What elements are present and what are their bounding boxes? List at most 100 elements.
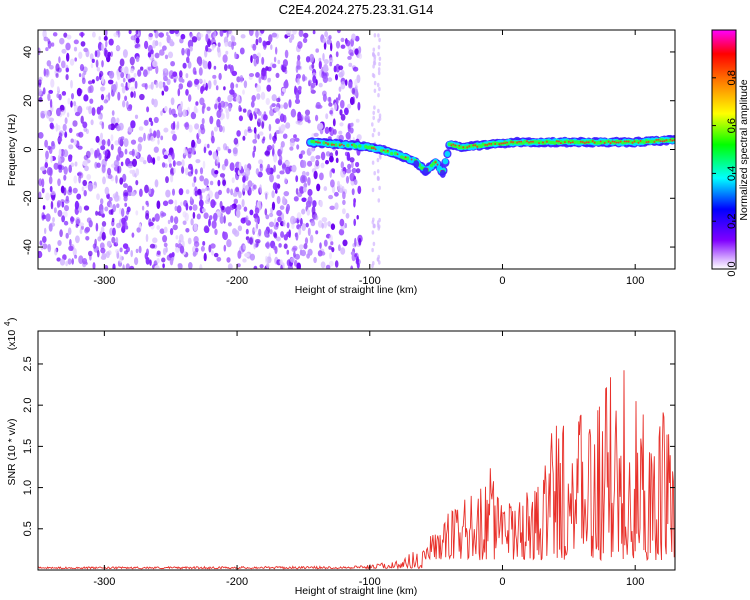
heatmap-noise-cell bbox=[276, 210, 282, 217]
snr-y-tick-label: 2.5 bbox=[22, 356, 34, 371]
heatmap-noise-cell bbox=[278, 243, 282, 248]
heatmap-noise-cell bbox=[332, 118, 336, 127]
heatmap-noise-cell bbox=[283, 234, 288, 241]
heatmap-noise-cell bbox=[293, 251, 296, 258]
heatmap-noise-cell bbox=[284, 69, 288, 74]
heatmap-track-core bbox=[510, 141, 512, 143]
heatmap-noise-cell bbox=[377, 51, 380, 57]
heatmap-noise-cell bbox=[73, 104, 79, 114]
heatmap-track-core bbox=[587, 141, 590, 144]
heatmap-track-core bbox=[663, 140, 666, 143]
heatmap-noise-cell bbox=[340, 44, 346, 49]
heatmap-noise-cell bbox=[64, 117, 68, 125]
heatmap-noise-cell bbox=[328, 34, 332, 40]
heatmap-noise-cell bbox=[342, 208, 346, 215]
heatmap-noise-cell bbox=[49, 122, 54, 129]
heatmap-noise-cell bbox=[301, 208, 306, 215]
heatmap-noise-cell bbox=[145, 213, 150, 220]
heatmap-noise-cell bbox=[90, 62, 94, 69]
heatmap-noise-cell bbox=[132, 158, 137, 167]
heatmap-noise-cell bbox=[195, 247, 199, 253]
heatmap-noise-cell bbox=[156, 156, 161, 161]
heatmap-noise-cell bbox=[38, 88, 42, 96]
heatmap-noise-cell bbox=[101, 139, 106, 146]
snr-y-axis: 0.5 1.0 1.5 2.0 2.5 bbox=[22, 356, 675, 536]
heatmap-noise-cell bbox=[38, 47, 41, 56]
heatmap-noise-cell bbox=[168, 107, 172, 116]
heatmap-noise-cell bbox=[85, 49, 90, 58]
heatmap-track-core bbox=[567, 140, 570, 143]
heatmap-noise-cell bbox=[173, 113, 178, 118]
heatmap-noise-cell bbox=[135, 56, 140, 63]
heatmap-track-core bbox=[603, 142, 606, 144]
heatmap-noise-cell bbox=[352, 66, 359, 72]
heatmap-noise-cell bbox=[43, 36, 49, 42]
heatmap-noise-cell bbox=[107, 79, 114, 85]
heatmap-noise-cell bbox=[241, 199, 245, 208]
heatmap-noise-cell bbox=[134, 114, 139, 120]
heatmap-noise-cell bbox=[244, 252, 250, 258]
heatmap-noise-cell bbox=[124, 215, 128, 222]
heatmap-track-core bbox=[484, 144, 487, 146]
heatmap-noise-cell bbox=[187, 171, 193, 177]
heatmap-noise-cell bbox=[116, 203, 120, 208]
heatmap-noise-cell bbox=[57, 209, 63, 217]
heatmap-noise-cell bbox=[74, 254, 78, 259]
heatmap-noise-cell bbox=[99, 70, 104, 78]
heatmap-noise-cell bbox=[122, 220, 126, 230]
heatmap-x-tick-label: -100 bbox=[359, 275, 381, 287]
heatmap-noise-cell bbox=[187, 80, 193, 88]
heatmap-noise-cell bbox=[211, 135, 215, 144]
heatmap-noise-cell bbox=[180, 33, 186, 40]
heatmap-noise-cell bbox=[271, 94, 277, 102]
heatmap-noise-cell bbox=[372, 115, 376, 121]
heatmap-noise-cell bbox=[104, 186, 110, 195]
heatmap-noise-cell bbox=[111, 217, 115, 223]
heatmap-noise-cell bbox=[373, 80, 377, 86]
heatmap-noise-cell bbox=[165, 176, 169, 184]
heatmap-track-core bbox=[436, 163, 439, 166]
heatmap-noise-cell bbox=[163, 85, 169, 92]
heatmap-noise-cell bbox=[116, 222, 122, 229]
heatmap-noise-cell bbox=[58, 157, 62, 163]
heatmap-noise-cell bbox=[178, 83, 184, 90]
heatmap-noise-cell bbox=[282, 196, 286, 205]
heatmap-noise-cell bbox=[340, 247, 346, 255]
heatmap-noise-cell bbox=[82, 160, 88, 167]
heatmap-noise-cell bbox=[276, 236, 281, 242]
heatmap-noise-cell bbox=[378, 56, 382, 61]
heatmap-noise-cell bbox=[104, 30, 108, 37]
heatmap-noise-cell bbox=[322, 38, 327, 44]
heatmap-noise-cell bbox=[159, 210, 165, 218]
heatmap-track-core bbox=[637, 141, 640, 144]
heatmap-noise-cell bbox=[130, 120, 136, 129]
heatmap-noise-cell bbox=[179, 70, 183, 78]
heatmap-noise-cell bbox=[302, 74, 306, 82]
heatmap-noise-cell bbox=[349, 96, 355, 106]
heatmap-noise-cell bbox=[82, 179, 87, 187]
heatmap-noise-cell bbox=[92, 31, 96, 38]
heatmap-noise-cell bbox=[91, 58, 95, 63]
heatmap-noise-cell bbox=[297, 54, 301, 61]
heatmap-noise-cell bbox=[339, 122, 344, 127]
heatmap-noise-cell bbox=[77, 105, 83, 115]
heatmap-noise-cell bbox=[280, 91, 285, 97]
heatmap-noise-cell bbox=[328, 194, 334, 200]
heatmap-noise-cell bbox=[337, 30, 341, 34]
heatmap-noise-cell bbox=[222, 54, 228, 63]
heatmap-noise-cell bbox=[305, 171, 310, 176]
heatmap-noise-cell bbox=[124, 148, 128, 155]
heatmap-noise-cell bbox=[304, 114, 310, 123]
heatmap-noise-cell bbox=[295, 92, 300, 101]
heatmap-noise-cell bbox=[122, 264, 125, 269]
heatmap-noise-cell bbox=[258, 228, 262, 237]
heatmap-noise-cell bbox=[222, 125, 225, 133]
heatmap-noise-cell bbox=[323, 186, 328, 192]
heatmap-noise-cell bbox=[131, 148, 135, 157]
heatmap-noise-cell bbox=[127, 163, 133, 169]
heatmap-noise-cell bbox=[64, 131, 68, 138]
snr-y-multiplier: (x10 4 ) bbox=[3, 318, 18, 351]
heatmap-noise-cell bbox=[166, 78, 171, 86]
heatmap-noise-cell bbox=[265, 167, 271, 173]
heatmap-noise-cell bbox=[200, 86, 205, 92]
